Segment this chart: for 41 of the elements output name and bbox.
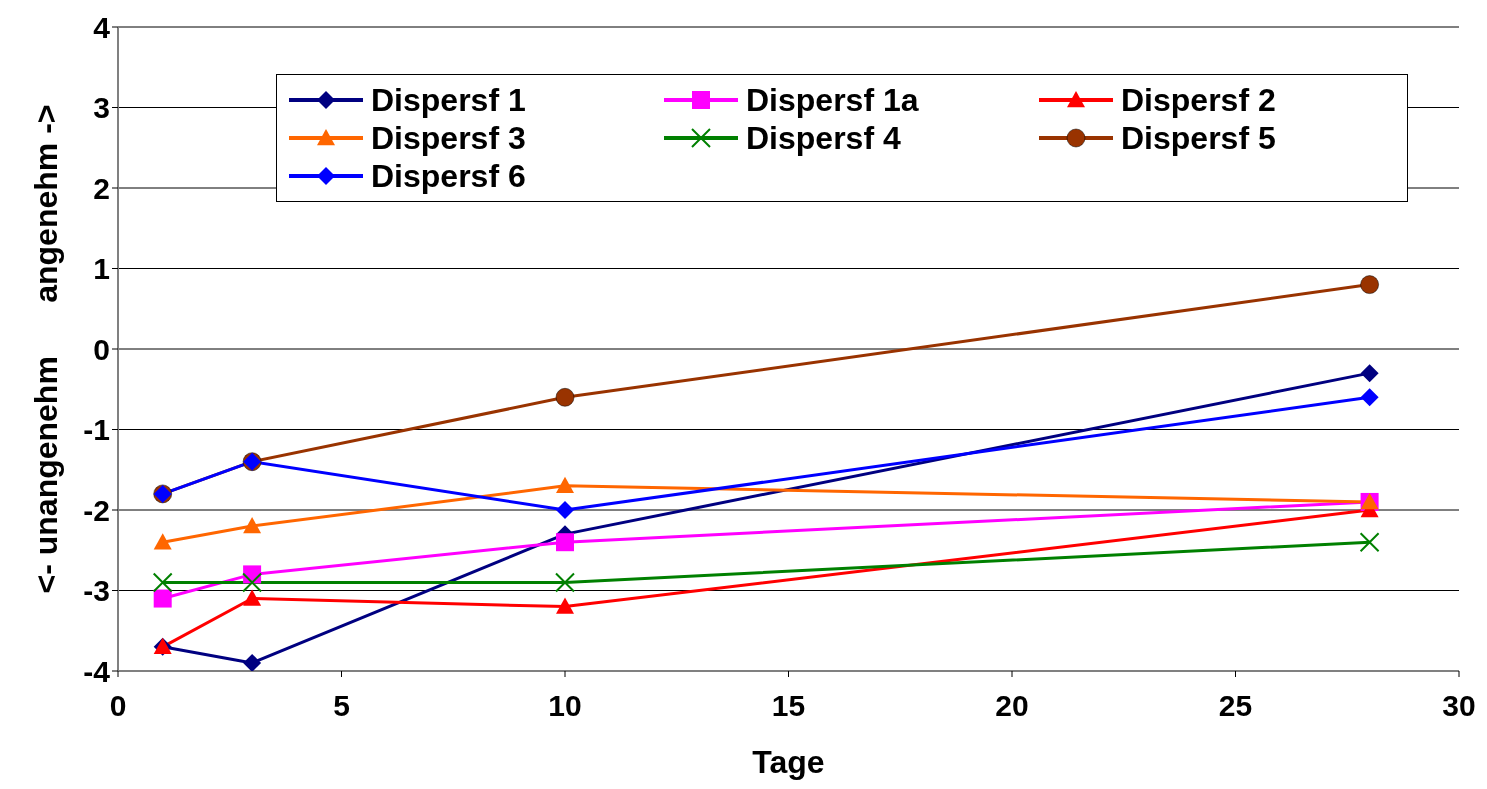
point <box>555 572 575 593</box>
point <box>152 572 173 593</box>
legend-label: Dispersf 3 <box>371 119 526 157</box>
x-tick-label: 15 <box>771 689 806 723</box>
legend-label: Dispersf 1 <box>371 81 526 119</box>
y-tick-label: 2 <box>93 171 110 205</box>
point <box>556 533 574 552</box>
y-tick-label: -4 <box>83 654 111 688</box>
x-tick-label: 5 <box>333 689 350 723</box>
y-tick-label: -2 <box>83 493 110 527</box>
y-tick-label: 3 <box>93 91 110 125</box>
point <box>242 572 263 593</box>
point <box>243 589 262 606</box>
y-tick-label: -3 <box>83 574 110 608</box>
y-tick-label: 0 <box>93 332 110 366</box>
y-axis-title: <- unangenehm angenehm -> <box>28 104 64 594</box>
point <box>556 476 574 494</box>
point <box>556 597 574 614</box>
x-tick-label: 20 <box>995 689 1029 723</box>
x-axis-title: Tage <box>752 744 825 780</box>
point <box>555 388 575 407</box>
point <box>153 533 172 550</box>
point <box>243 653 262 671</box>
legend-label: Dispersf 4 <box>746 119 901 157</box>
legend-label: Dispersf 6 <box>371 157 526 195</box>
y-tick-label: -1 <box>83 413 110 447</box>
point <box>153 589 172 608</box>
legend-label: Dispersf 5 <box>1121 119 1276 157</box>
point <box>1360 275 1379 294</box>
y-tick-label: 1 <box>93 252 110 286</box>
point <box>243 517 262 534</box>
point <box>1360 364 1379 383</box>
legend-label: Dispersf 1a <box>746 81 919 119</box>
legend-label: Dispersf 2 <box>1121 81 1276 119</box>
x-tick-label: 30 <box>1442 689 1476 723</box>
point <box>1359 532 1380 553</box>
x-tick-label: 25 <box>1218 689 1253 723</box>
x-tick-label: 10 <box>548 689 582 723</box>
point <box>556 501 574 519</box>
point <box>1360 388 1379 407</box>
y-tick-label: 4 <box>93 10 111 44</box>
